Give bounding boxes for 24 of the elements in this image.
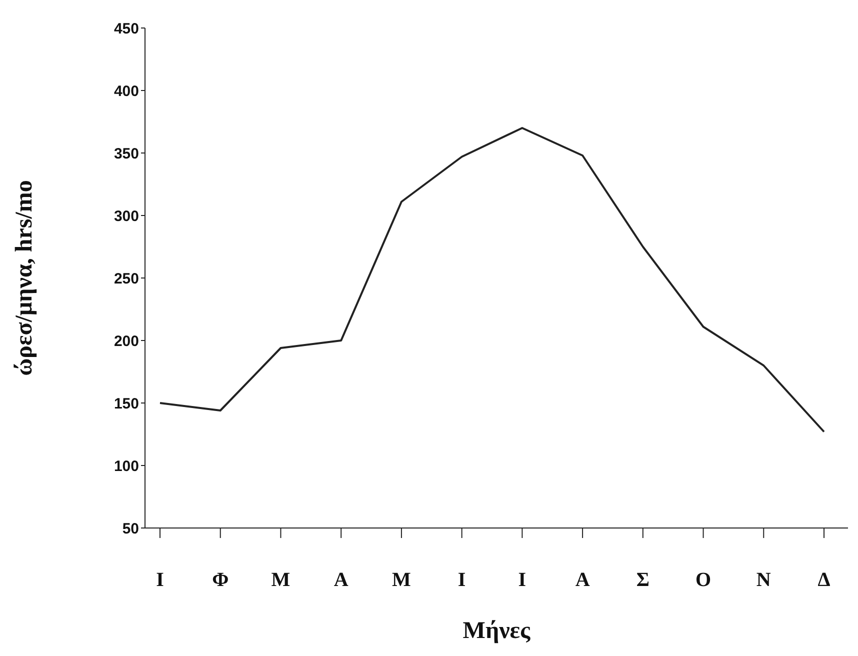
- x-tick-label: Μ: [392, 569, 412, 592]
- x-tick-label: Α: [334, 569, 349, 592]
- x-axis-title: Μήνες: [462, 618, 532, 644]
- y-tick-label: 150: [114, 395, 139, 412]
- x-tick-label: Ι: [156, 569, 164, 592]
- y-axis-title: ώρεσ/μηνα, hrs/mo: [12, 180, 38, 376]
- y-tick-label: 250: [114, 270, 139, 288]
- x-tick-label: Μ: [271, 569, 290, 592]
- y-tick-label: 450: [114, 20, 139, 38]
- x-tick-label: Ο: [695, 569, 712, 592]
- line-series: [159, 127, 825, 433]
- y-tick-label: 100: [114, 458, 139, 475]
- x-tick-label: Φ: [212, 569, 229, 592]
- x-tick-label: Ι: [518, 569, 526, 592]
- y-tick-label: 350: [114, 145, 139, 162]
- x-tick-label: Ν: [756, 569, 772, 592]
- x-tick-label: Α: [575, 569, 590, 592]
- y-tick-label: 50: [122, 520, 139, 538]
- x-tick-label: Δ: [818, 569, 831, 592]
- y-tick-label: 400: [114, 82, 139, 100]
- y-tick-label: 200: [114, 332, 139, 350]
- x-tick-label: Ι: [458, 569, 466, 592]
- x-tick-label: Σ: [636, 569, 650, 592]
- y-tick-label: 300: [114, 208, 139, 225]
